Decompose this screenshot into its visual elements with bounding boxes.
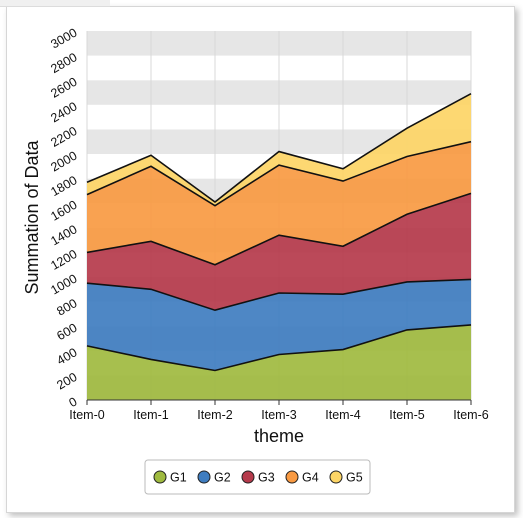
y-axis-title: Summation of Data bbox=[22, 139, 42, 294]
legend-swatch-g5 bbox=[329, 470, 343, 484]
x-tick-label: Item-6 bbox=[453, 408, 488, 422]
y-tick-label: 1200 bbox=[48, 247, 79, 273]
y-tick-label: 2600 bbox=[48, 75, 79, 101]
y-tick-label: 2400 bbox=[48, 99, 79, 125]
window-tab-strip bbox=[0, 0, 110, 7]
legend-label-g4: G4 bbox=[302, 471, 319, 485]
y-tick-label: 1000 bbox=[48, 271, 79, 297]
line-g4 bbox=[86, 140, 472, 207]
legend-label-g2: G2 bbox=[214, 471, 231, 485]
legend-swatch-g1 bbox=[153, 470, 167, 484]
area-g1 bbox=[87, 324, 471, 400]
area-g2 bbox=[87, 279, 471, 371]
y-tick-label: 2200 bbox=[48, 124, 79, 150]
y-axis-ticks: 0200400600800100012001400160018002000220… bbox=[48, 25, 79, 410]
legend: G1 G2 G3 G4 G5 bbox=[144, 459, 371, 495]
legend-swatch-g4 bbox=[285, 470, 299, 484]
y-tick-label: 2800 bbox=[48, 50, 79, 76]
legend-label-g5: G5 bbox=[346, 471, 363, 485]
line-g3 bbox=[86, 192, 472, 266]
line-g1 bbox=[86, 324, 472, 372]
legend-label-g1: G1 bbox=[170, 471, 187, 485]
y-tick-label: 200 bbox=[54, 370, 79, 393]
x-tick-label: Item-3 bbox=[261, 408, 296, 422]
x-tick-label: Item-2 bbox=[197, 408, 232, 422]
legend-box bbox=[144, 459, 371, 495]
legend-swatch-g2 bbox=[197, 470, 211, 484]
y-tick-label: 400 bbox=[54, 345, 79, 368]
series-outlines bbox=[86, 93, 472, 372]
area-g3 bbox=[87, 193, 471, 311]
y-tick-label: 3000 bbox=[48, 25, 79, 51]
area-series bbox=[87, 93, 471, 400]
x-tick-label: Item-0 bbox=[69, 408, 104, 422]
area-g5 bbox=[87, 93, 471, 206]
legend-label-g3: G3 bbox=[258, 471, 275, 485]
legend-swatch-g3 bbox=[241, 470, 255, 484]
y-tick-label: 1800 bbox=[48, 173, 79, 199]
y-tick-label: 600 bbox=[54, 321, 79, 344]
y-tick-label: 800 bbox=[54, 296, 79, 319]
x-axis-ticks: Item-0 Item-1 Item-2 Item-3 Item-4 Item-5 Item… bbox=[69, 400, 489, 422]
line-g5 bbox=[86, 93, 472, 203]
y-tick-label: 1400 bbox=[48, 222, 79, 248]
line-g2 bbox=[86, 278, 472, 312]
x-axis-title: theme bbox=[254, 426, 304, 446]
x-tick-label: Item-1 bbox=[133, 408, 168, 422]
area-g4 bbox=[87, 141, 471, 265]
y-tick-label: 1600 bbox=[48, 198, 79, 224]
x-tick-label: Item-5 bbox=[389, 408, 424, 422]
x-tick-label: Item-4 bbox=[325, 408, 360, 422]
y-tick-label: 2000 bbox=[48, 148, 79, 174]
